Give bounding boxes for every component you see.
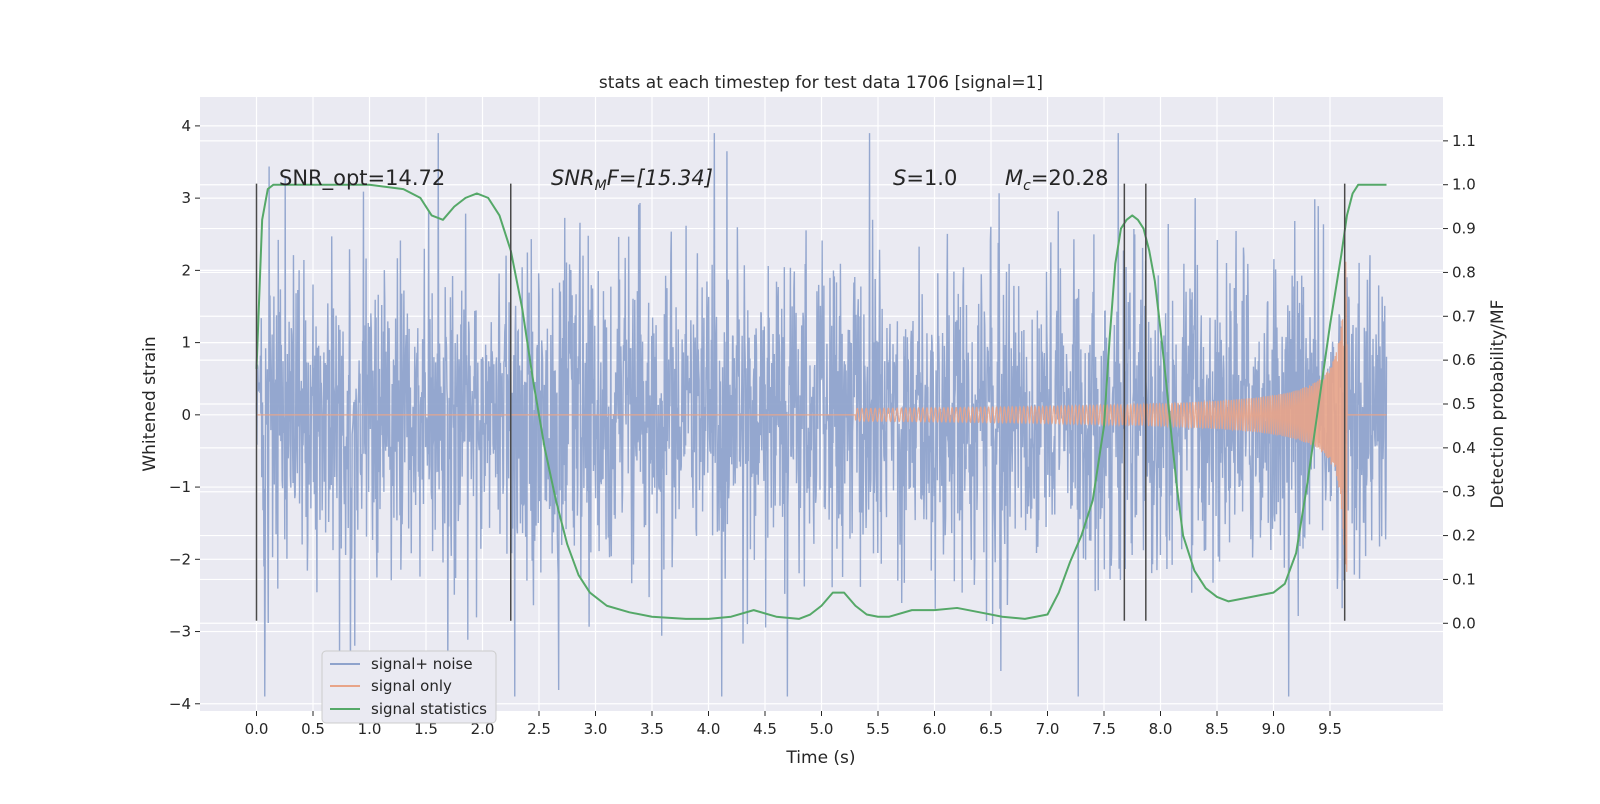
y2-tick-label: 0.8 bbox=[1452, 263, 1476, 281]
y2-tick-label: 0.5 bbox=[1452, 395, 1476, 413]
x-tick-label: 0.5 bbox=[301, 720, 325, 738]
svg-text:S=1.0: S=1.0 bbox=[893, 166, 957, 190]
y-tick-label: 0 bbox=[181, 406, 191, 424]
axis-layer: 0.0 0.5 1.0 1.5 2.0 2.5 3.0 3.5 4.0 4.5 5.0 5.5 6.0 6… bbox=[169, 117, 1476, 738]
y2-tick-label: 0.4 bbox=[1452, 439, 1476, 457]
y2-tick-label: 0.6 bbox=[1452, 351, 1476, 369]
y2-tick-label: 1.0 bbox=[1452, 176, 1476, 194]
svg-text:Mc=20.28: Mc=20.28 bbox=[1005, 166, 1109, 194]
y-tick-label: −3 bbox=[169, 623, 191, 641]
x-tick-label: 4.5 bbox=[753, 720, 777, 738]
x-tick-label: 3.5 bbox=[640, 720, 664, 738]
x-axis-title: Time (s) bbox=[785, 748, 855, 768]
legend-label-signal-only: signal only bbox=[371, 677, 452, 695]
x-tick-label: 8.5 bbox=[1205, 720, 1229, 738]
y2-tick-label: 0.7 bbox=[1452, 307, 1476, 325]
y2-tick-label: 0.2 bbox=[1452, 527, 1476, 545]
y2-tick-label: 0.0 bbox=[1452, 614, 1476, 632]
y-tick-label: 1 bbox=[181, 334, 191, 352]
x-tick-label: 7.5 bbox=[1092, 720, 1116, 738]
x-tick-label: 2.0 bbox=[471, 720, 495, 738]
x-tick-label: 9.0 bbox=[1262, 720, 1286, 738]
y-tick-label: 4 bbox=[181, 117, 191, 135]
annotation-s: S=1.0 bbox=[893, 166, 957, 190]
annotation-snr-mf: SNRMF=[15.34] bbox=[551, 166, 713, 194]
x-tick-label: 5.0 bbox=[810, 720, 834, 738]
svg-text:SNRMF=[15.34]: SNRMF=[15.34] bbox=[551, 166, 713, 194]
x-tick-label: 9.5 bbox=[1318, 720, 1342, 738]
legend-label-signal-statistics: signal statistics bbox=[371, 700, 487, 718]
signal-statistics-series bbox=[255, 183, 1387, 620]
y2-tick-label: 1.1 bbox=[1452, 132, 1476, 150]
vline-layer bbox=[255, 183, 1346, 621]
y-axis-title: Whitened strain bbox=[140, 336, 160, 471]
x-tick-label: 7.0 bbox=[1036, 720, 1060, 738]
y2-axis-title: Detection probability/MF bbox=[1488, 300, 1508, 509]
legend-box bbox=[321, 650, 497, 724]
x-tick-label: 1.5 bbox=[414, 720, 438, 738]
y2-tick-label: 0.9 bbox=[1452, 220, 1476, 238]
y2-tick-label: 0.1 bbox=[1452, 570, 1476, 588]
annotation-mc: Mc=20.28 bbox=[1005, 166, 1109, 194]
y-tick-label: 3 bbox=[181, 189, 191, 207]
data-layer bbox=[255, 133, 1388, 697]
y2-tick-label: 0.3 bbox=[1452, 483, 1476, 501]
x-tick-label: 0.0 bbox=[245, 720, 269, 738]
x-tick-label: 6.0 bbox=[923, 720, 947, 738]
legend: signal+ noise signal only signal statist… bbox=[321, 650, 497, 724]
x-tick-label: 6.5 bbox=[979, 720, 1003, 738]
svg-text:SNR_opt=14.72: SNR_opt=14.72 bbox=[279, 166, 445, 191]
y-tick-label: −1 bbox=[169, 478, 191, 496]
x-tick-label: 3.0 bbox=[584, 720, 608, 738]
signal-noise-series bbox=[255, 133, 1388, 697]
x-tick-label: 8.0 bbox=[1149, 720, 1173, 738]
y-tick-label: −4 bbox=[169, 695, 191, 713]
x-tick-label: 4.0 bbox=[697, 720, 721, 738]
x-tick-label: 1.0 bbox=[358, 720, 382, 738]
chart-title: stats at each timestep for test data 170… bbox=[599, 73, 1043, 93]
x-tick-label: 2.5 bbox=[527, 720, 551, 738]
signal-only-series bbox=[256, 261, 1387, 572]
annotation-snr-opt: SNR_opt=14.72 bbox=[279, 166, 445, 191]
x-tick-label: 5.5 bbox=[866, 720, 890, 738]
legend-label-signal-noise: signal+ noise bbox=[371, 655, 473, 673]
y-tick-label: −2 bbox=[169, 550, 191, 568]
y-tick-label: 2 bbox=[181, 261, 191, 279]
